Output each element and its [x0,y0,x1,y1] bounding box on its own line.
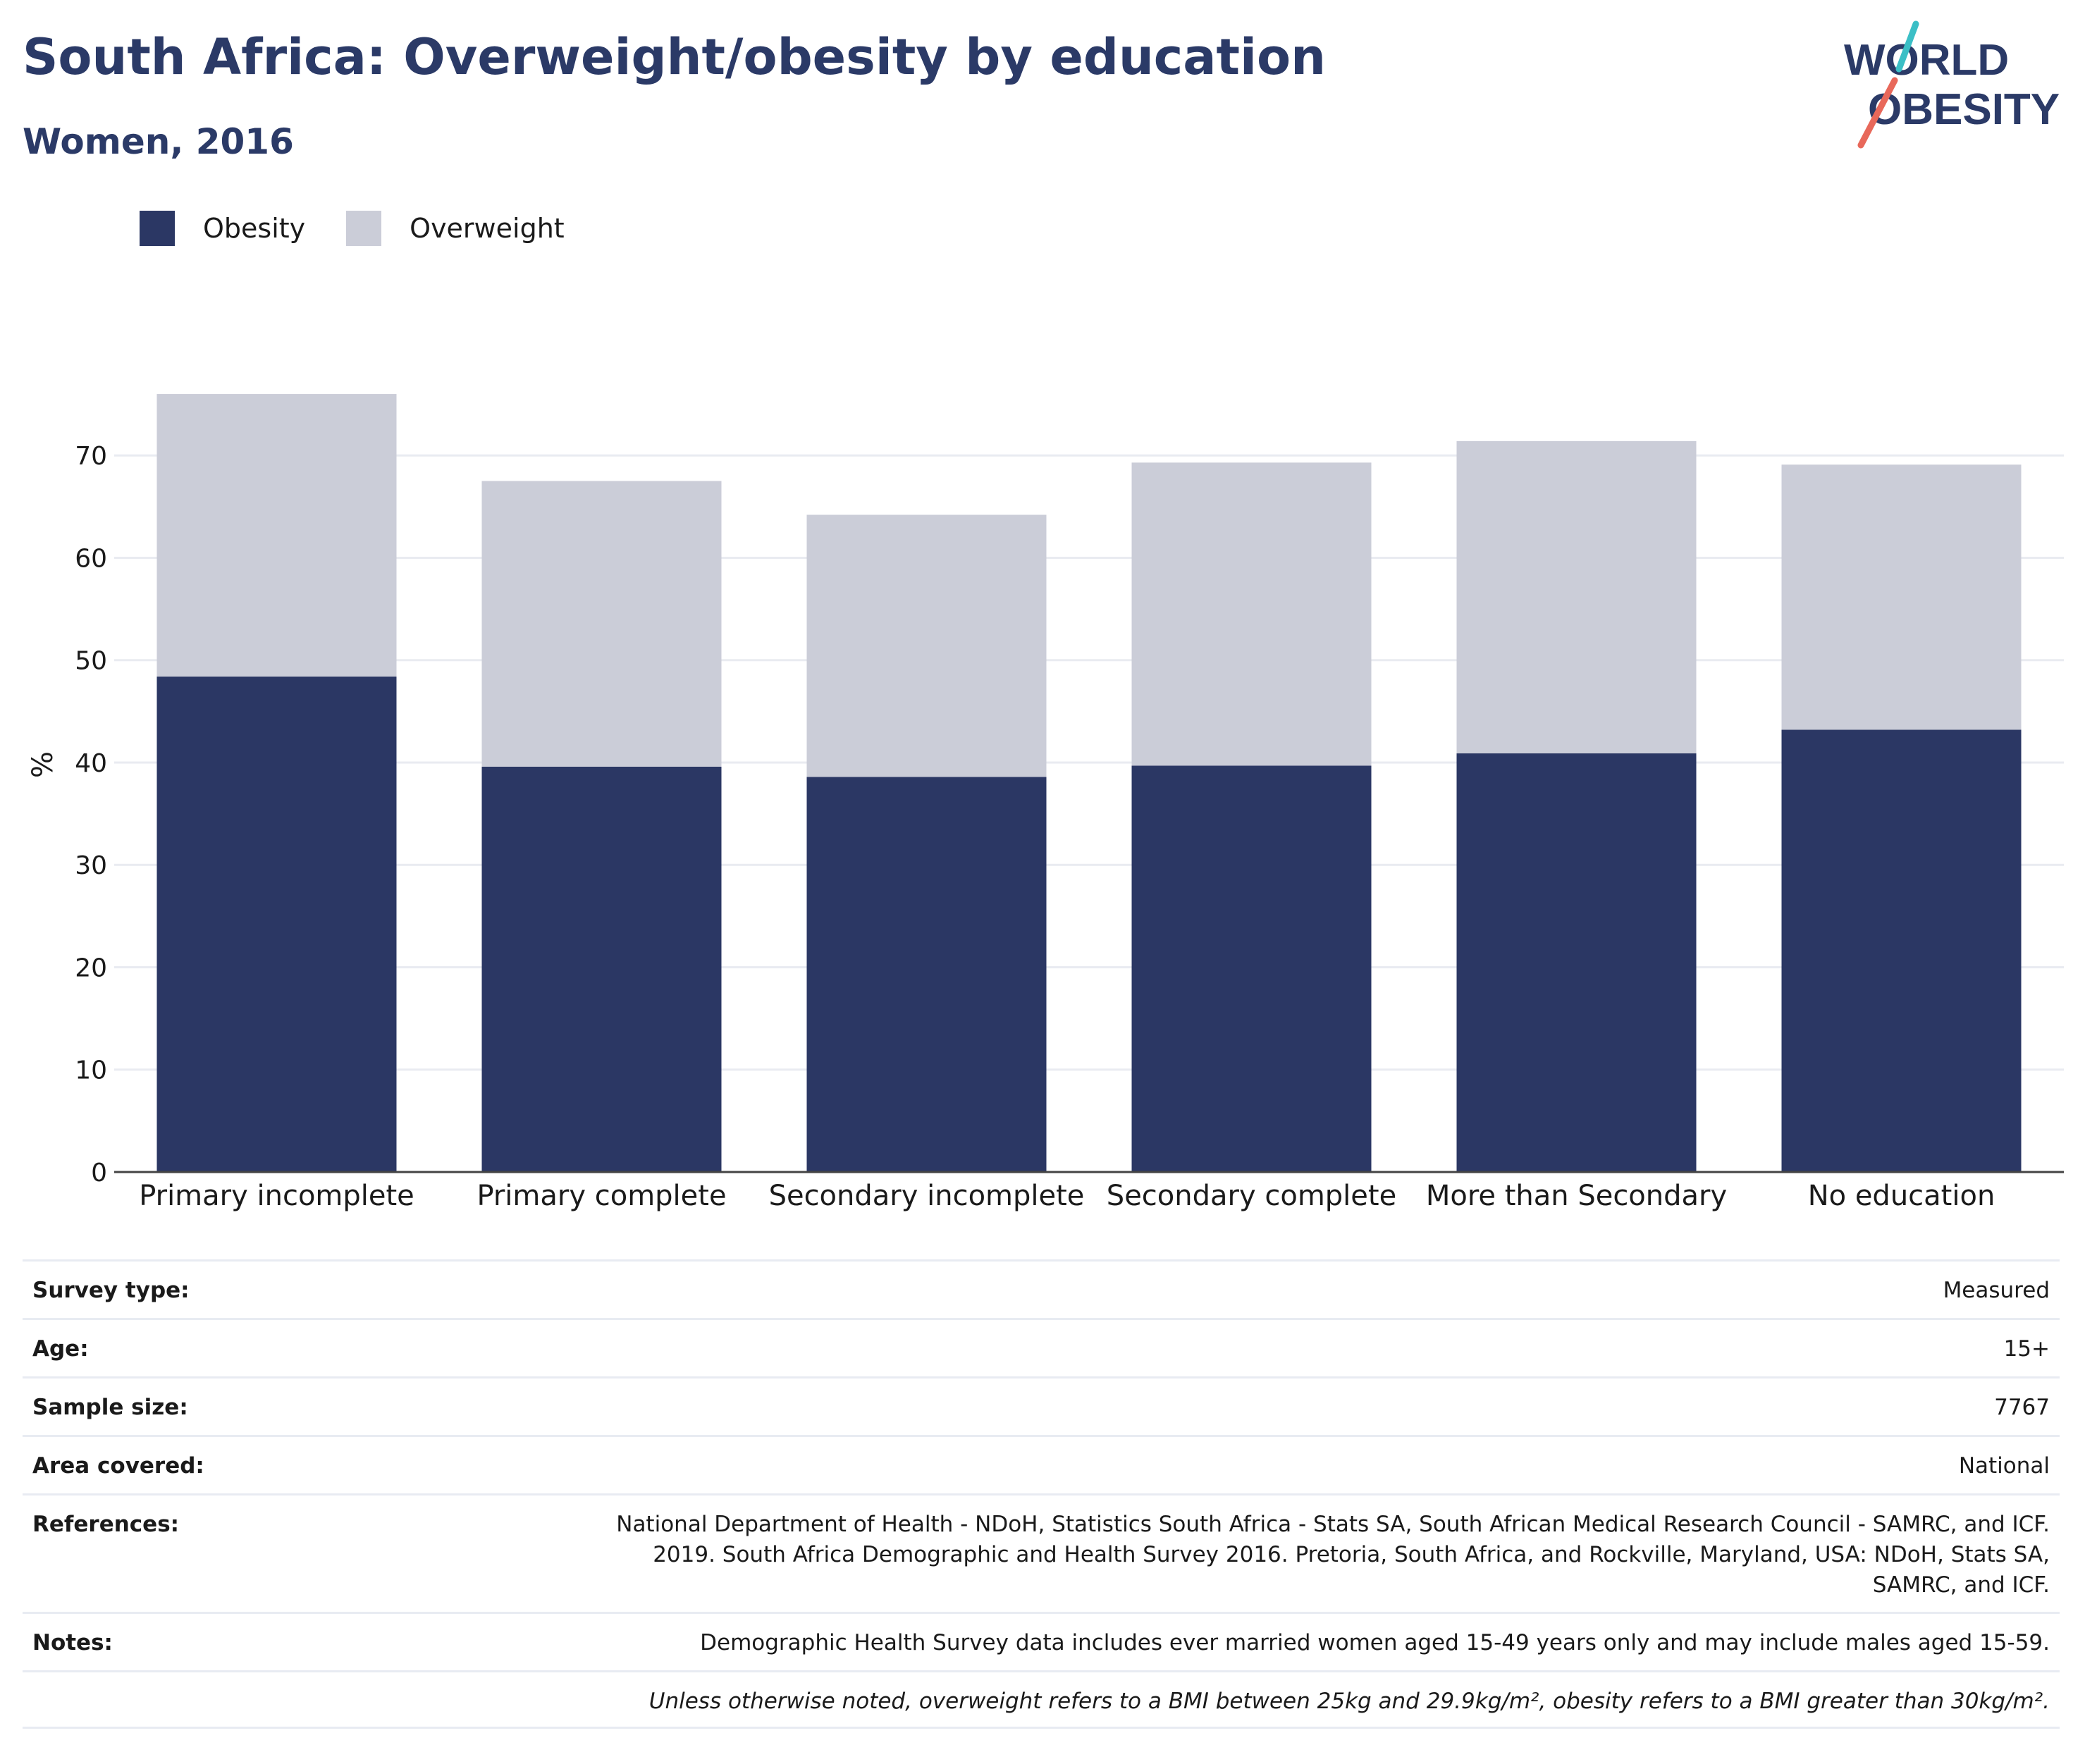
bar-chart: 0 10 20 30 40 50 60 70 Primary incomplete Primary… [27,394,2064,1212]
bar-overweight-5 [1781,464,2022,730]
info-row-area: Area covered: National [23,1435,2060,1493]
info-row-age: Age: 15+ [23,1318,2060,1376]
y-axis-label: % [27,751,59,778]
page-subtitle: Women, 2016 [23,121,294,162]
reference-line-3: SAMRC, and ICF. [1872,1572,2050,1598]
logo-slash-teal [1895,20,1919,73]
y-tick-label: 70 [75,442,107,471]
grid-lines [114,454,2064,1071]
logo-line-2: OBESITY [1868,85,2060,134]
bar-obesity-3 [1131,765,1372,1172]
bar-overweight-3 [1131,462,1372,766]
info-row-sample-size: Sample size: 7767 [23,1376,2060,1435]
reference-line-2: 2019. South Africa Demographic and Healt… [653,1542,2050,1567]
info-row-references: References: National Department of Healt… [23,1493,2060,1612]
legend-swatch-obesity [140,211,175,246]
legend-item-overweight: Overweight [346,211,565,246]
info-table: Survey type: Measured Age: 15+ Sample si… [23,1259,2060,1729]
y-tick-label: 10 [75,1056,107,1085]
y-tick-label: 40 [75,749,107,778]
x-tick-label: More than Secondary [1426,1180,1727,1212]
info-label: Age: [32,1336,89,1362]
x-tick-label: Primary incomplete [139,1180,414,1212]
y-tick-label: 0 [91,1159,107,1188]
reference-line-1: National Department of Health - NDoH, St… [616,1512,2050,1537]
x-tick-label: No education [1808,1180,1995,1212]
y-tick-label: 50 [75,647,107,676]
legend-item-obesity: Obesity [140,211,305,246]
bar-obesity-5 [1781,729,2022,1172]
info-label: Notes: [32,1630,113,1655]
info-value: National [1958,1453,2050,1479]
info-row-definition: Unless otherwise noted, overweight refer… [23,1670,2060,1729]
y-tick-label: 30 [75,851,107,880]
info-row-notes: Notes: Demographic Health Survey data in… [23,1612,2060,1670]
world-obesity-logo: WORLD OBESITY [1844,20,2060,149]
y-tick-label: 20 [75,954,107,982]
legend-swatch-overweight [346,211,382,246]
legend-label-obesity: Obesity [203,213,306,244]
bars [156,394,2022,1172]
bar-obesity-4 [1456,753,1697,1172]
info-value: 15+ [2003,1336,2050,1362]
bar-obesity-0 [156,676,397,1172]
bar-overweight-2 [806,514,1047,777]
info-value: 7767 [1994,1395,2050,1420]
x-tick-label: Secondary incomplete [769,1180,1085,1212]
info-value: Demographic Health Survey data includes … [700,1630,2050,1655]
info-row-survey-type: Survey type: Measured [23,1259,2060,1318]
logo-slash-coral [1857,77,1898,149]
chart-legend: Obesity Overweight [140,209,605,248]
bar-overweight-0 [156,394,397,677]
x-tick-label: Secondary complete [1107,1180,1396,1212]
definition-note: Unless otherwise noted, overweight refer… [648,1689,2050,1714]
info-label: Survey type: [32,1278,190,1303]
logo-line-1: WORLD [1844,36,2009,85]
bar-overweight-1 [481,481,722,767]
bar-obesity-2 [806,777,1047,1172]
info-value: National Department of Health - NDoH, St… [616,1510,2050,1600]
info-label: References: [32,1512,180,1537]
legend-label-overweight: Overweight [410,213,565,244]
axes: 0 10 20 30 40 50 60 70 Primary incomplete Primary… [27,442,2064,1212]
page-title: South Africa: Overweight/obesity by educ… [23,28,1326,86]
info-label: Area covered: [32,1453,204,1479]
info-value: Measured [1943,1278,2050,1303]
y-tick-label: 60 [75,544,107,573]
bar-overweight-4 [1456,440,1697,753]
info-label: Sample size: [32,1395,188,1420]
x-tick-label: Primary complete [476,1180,726,1212]
bar-obesity-1 [481,766,722,1172]
